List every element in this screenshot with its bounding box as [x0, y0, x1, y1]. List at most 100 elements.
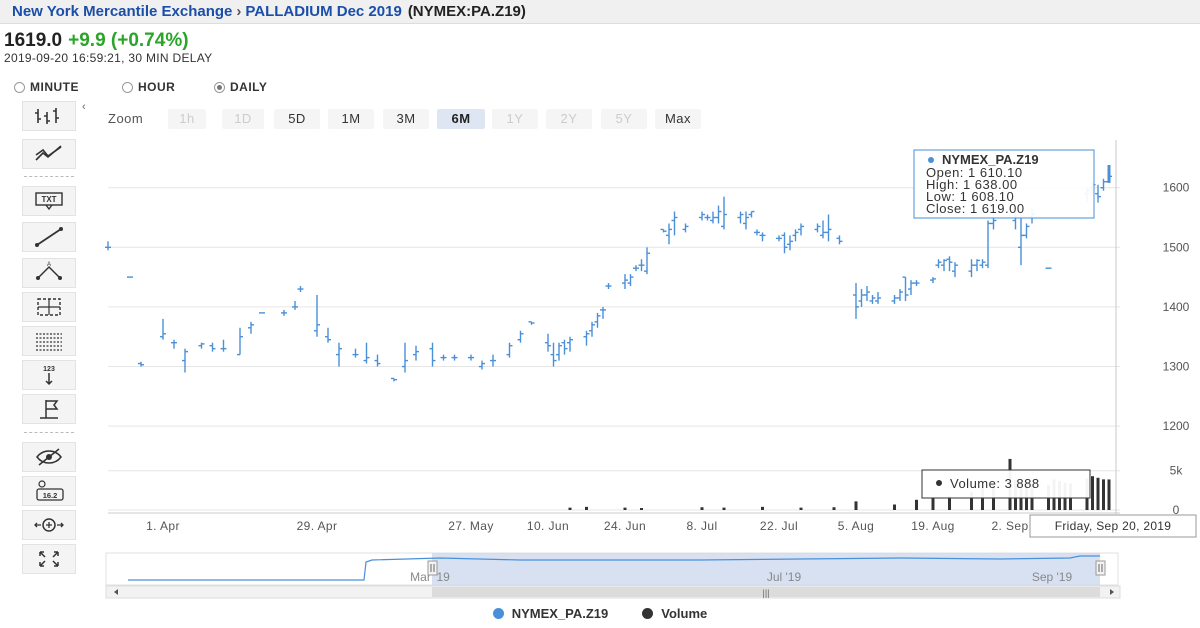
flag-button[interactable] — [22, 394, 76, 424]
ohlc-bar — [160, 318, 166, 340]
x-tick-label: 5. Aug — [838, 519, 874, 533]
ohlc-bar — [374, 354, 381, 367]
ohlc-bar — [391, 377, 397, 382]
ohlc-bar — [105, 241, 111, 251]
x-tick-label: 8. Jul — [686, 519, 717, 533]
ohlc-bar — [220, 339, 227, 352]
chart-legend: NYMEX_PA.Z19 Volume — [0, 606, 1200, 621]
legend-marker-icon — [492, 608, 504, 619]
ohlc-bar — [748, 210, 755, 218]
zoom-max-button[interactable]: Max — [655, 109, 701, 129]
interval-daily-radio[interactable]: DAILY — [214, 80, 267, 94]
fibonacci-lines-button[interactable] — [22, 326, 76, 356]
x-tick-label: 24. Jun — [604, 519, 646, 533]
ohlc-bar — [985, 220, 991, 269]
volume-bar — [799, 507, 803, 510]
ohlc-bar — [710, 211, 716, 224]
measure-angle-button[interactable]: A — [22, 258, 76, 288]
price-label-button[interactable]: 16.2 — [22, 476, 76, 506]
volume-bar — [722, 507, 726, 510]
ohlc-bar — [671, 211, 678, 236]
ohlc-bar — [1018, 214, 1024, 266]
zoom-5d-button[interactable]: 5D — [274, 109, 320, 129]
scrollbar[interactable]: ||| — [105, 585, 1121, 599]
navigator[interactable]: Mar '19 Jul '19 Sep '19 — [105, 552, 1119, 586]
zoom-2y-button[interactable]: 2Y — [546, 109, 592, 129]
exchange-link[interactable]: New York Mercantile Exchange — [12, 3, 233, 20]
hide-drawings-button[interactable] — [22, 442, 76, 472]
x-tick-label: 10. Jun — [527, 519, 569, 533]
interval-hour-radio[interactable]: HOUR — [122, 80, 175, 94]
ohlc-bar — [468, 354, 474, 361]
volume-bar — [1091, 476, 1094, 510]
trend-line-button[interactable] — [22, 222, 76, 252]
ohlc-bar — [930, 277, 936, 284]
ohlc-bar — [171, 339, 177, 349]
navigator-left-handle[interactable] — [427, 560, 438, 576]
ohlc-bar — [902, 276, 909, 301]
volume-dot-icon — [936, 480, 942, 486]
ohlc-bar — [952, 262, 958, 278]
scroll-right-icon[interactable] — [1110, 589, 1114, 595]
text-annotation-button[interactable]: TXT — [22, 186, 76, 216]
quote-row: 1619.0 +9.9 (+0.74%) — [4, 30, 189, 52]
legend-item-volume[interactable]: Volume — [642, 606, 707, 621]
ohlc-bar — [363, 342, 370, 364]
scrollbar-grip: ||| — [762, 588, 769, 598]
ohlc-bar — [660, 228, 667, 233]
zoom-1d-button[interactable]: 1D — [222, 109, 264, 129]
interval-minute-radio[interactable]: MINUTE — [14, 80, 79, 94]
y-tick-label: 1600 — [1163, 181, 1190, 195]
zoom-in-button[interactable] — [22, 510, 76, 540]
zoom-6m-button[interactable]: 6M — [437, 109, 485, 129]
ohlc-bar — [545, 333, 551, 352]
ohlc-bar — [506, 342, 513, 358]
tooltip-date: Friday, Sep 20, 2019 — [1055, 519, 1172, 533]
price-chart[interactable]: 1200 1300 1400 1500 1600 0 5k 1. Apr 29. Apr 27. … — [0, 0, 1200, 606]
collapse-toolbar-button[interactable]: ‹ — [82, 101, 86, 113]
ohlc-bar — [336, 342, 342, 367]
scroll-left-icon[interactable] — [114, 589, 118, 595]
contract-link[interactable]: PALLADIUM Dec 2019 — [245, 3, 402, 20]
ohlc-bar — [1100, 178, 1107, 191]
breadcrumb-separator: › — [236, 3, 242, 20]
ohlc-bar — [605, 283, 612, 290]
count-button[interactable]: 123 — [22, 360, 76, 390]
ohlc-bar — [743, 211, 749, 230]
ohlc-bar — [787, 235, 793, 251]
ohlc-bar — [721, 196, 727, 230]
fullscreen-button[interactable] — [22, 544, 76, 574]
crosshair-selection-button[interactable] — [22, 292, 76, 322]
legend-item-price[interactable]: NYMEX_PA.Z19 — [492, 606, 608, 621]
navigator-right-handle[interactable] — [1095, 560, 1106, 576]
compare-icon — [35, 145, 62, 161]
series-dot-icon — [928, 157, 934, 163]
ohlc-bar — [479, 360, 485, 370]
ohlc-chart-button[interactable] — [22, 101, 76, 131]
volume-bar — [640, 508, 643, 510]
ohlc-bar — [600, 306, 606, 319]
ohlc-bar — [820, 220, 826, 239]
ohlc-bar — [1095, 184, 1101, 203]
radio-selected-icon — [214, 81, 225, 93]
compare-button[interactable] — [22, 139, 76, 169]
ohlc-bar — [352, 348, 359, 358]
ohlc-bar — [908, 280, 914, 295]
scrollbar-thumb[interactable] — [432, 587, 1100, 597]
zoom-3m-button[interactable]: 3M — [383, 109, 429, 129]
interval-label: MINUTE — [30, 80, 79, 94]
toolbar-divider — [24, 176, 74, 177]
volume-bar — [623, 507, 627, 510]
ohlc-bar — [836, 235, 843, 245]
quote-timestamp: 2019-09-20 16:59:21, 30 MIN DELAY — [4, 51, 213, 65]
hovered-bar — [1107, 165, 1111, 183]
ohlc-bar — [913, 280, 920, 287]
zoom-1m-button[interactable]: 1M — [328, 109, 374, 129]
volume-tooltip: Volume: 3 888 — [921, 469, 1091, 499]
zoom-5y-button[interactable]: 5Y — [601, 109, 647, 129]
zoom-1h-button[interactable]: 1h — [168, 109, 206, 129]
zoom-1y-button[interactable]: 1Y — [492, 109, 538, 129]
tooltip-volume: Volume: 3 888 — [950, 476, 1040, 491]
ohlc-bar — [550, 342, 557, 367]
ohlc-bar — [968, 259, 975, 278]
